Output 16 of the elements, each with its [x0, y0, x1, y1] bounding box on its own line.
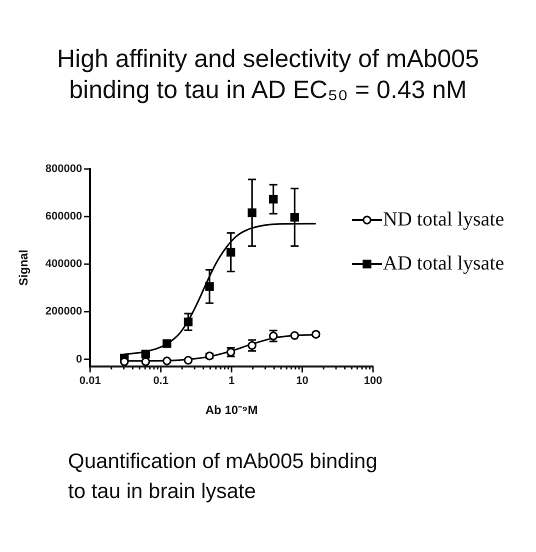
text: Quantification of mAb005 binding to tau in brain lysate	[68, 449, 378, 505]
chart-title: High affinity and selectivity of mAb005 binding to tau in AD EC₅₀ = 0.43 nM	[56, 44, 480, 106]
y-axis-title: Signal	[16, 250, 31, 286]
x-tick-label: 0.1	[153, 375, 168, 388]
y-tick-label: 200000	[45, 306, 82, 318]
y-tick-label: 600000	[45, 210, 82, 223]
x-axis-title: Ab 10⁻⁹M	[205, 403, 258, 418]
y-tick-label: 400000	[45, 258, 82, 270]
legend-label: ND total lysate	[383, 208, 504, 230]
x-tick-label: 10	[296, 375, 308, 388]
legend-label: AD total lysate	[383, 252, 504, 274]
x-tick-label: 0.01	[79, 375, 101, 388]
x-tick-label: 100	[364, 375, 382, 388]
x-tick-label: 1	[228, 375, 235, 388]
y-tick-label: 800000	[45, 163, 82, 176]
y-tick-label: 0	[76, 353, 82, 366]
